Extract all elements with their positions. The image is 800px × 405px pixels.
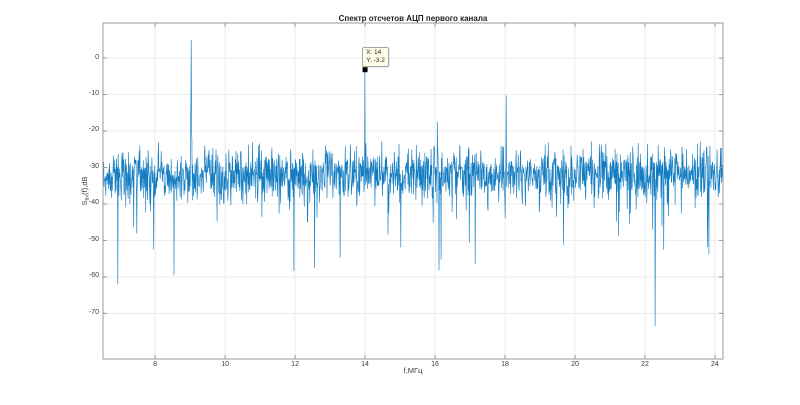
y-tick-label: -20 bbox=[88, 126, 99, 134]
datatip-y-value: Y: -3.2 bbox=[366, 57, 385, 65]
y-tick-label: -60 bbox=[88, 272, 99, 280]
y-tick-label: -10 bbox=[88, 90, 99, 97]
x-tick-label: 18 bbox=[501, 361, 509, 368]
x-tick-label: 8 bbox=[153, 361, 158, 368]
x-tick-label: 10 bbox=[221, 361, 229, 368]
y-tick-label: -40 bbox=[88, 199, 99, 207]
y-tick-label: -70 bbox=[88, 308, 99, 316]
axes-box bbox=[102, 22, 724, 360]
x-axis-label: f,МГц bbox=[403, 366, 423, 375]
y-tick-label: -50 bbox=[88, 235, 99, 243]
y-tick-label: 0 bbox=[95, 53, 99, 61]
x-tick-label: 16 bbox=[431, 361, 439, 368]
chart-title: Спектр отсчетов АЦП первого канала bbox=[338, 14, 488, 23]
datatip-tooltip[interactable]: X: 14 Y: -3.2 bbox=[362, 47, 389, 68]
x-tick-label: 12 bbox=[291, 361, 299, 368]
x-tick-label: 14 bbox=[361, 361, 369, 368]
datatip-marker[interactable] bbox=[362, 67, 368, 73]
spectrum-series-line bbox=[102, 40, 724, 327]
y-tick-label: -30 bbox=[88, 162, 99, 170]
x-tick-label: 20 bbox=[571, 361, 579, 368]
x-tick-label: 24 bbox=[711, 361, 719, 368]
datatip-x-value: X: 14 bbox=[366, 49, 382, 57]
x-tick-label: 22 bbox=[641, 361, 649, 368]
